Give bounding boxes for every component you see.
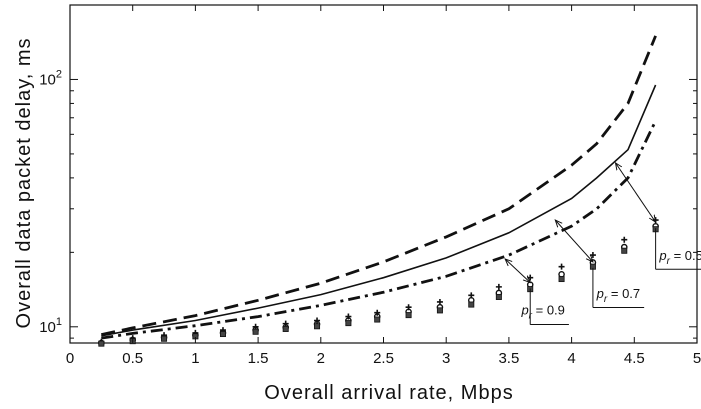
marker-cross bbox=[652, 217, 659, 224]
marker-cross bbox=[282, 320, 289, 327]
x-axis-label: Overall arrival rate, Mbps bbox=[264, 382, 513, 404]
annotation-label: pr = 0.5 bbox=[658, 248, 701, 267]
x-tick-label: 2.5 bbox=[373, 350, 394, 367]
x-tick-label: 4.5 bbox=[624, 350, 645, 367]
marker-square bbox=[436, 307, 443, 314]
x-tick-label: 5 bbox=[693, 350, 701, 367]
x-tick-label: 0.5 bbox=[122, 350, 143, 367]
x-tick-label: 1 bbox=[191, 350, 199, 367]
marker-cross bbox=[589, 252, 596, 259]
marker-square bbox=[282, 325, 289, 332]
y-axis-label: Overall data packet delay, ms bbox=[13, 38, 35, 329]
annotation-layer: pr = 0.5 pr = 0.7 pr = 0.9 bbox=[505, 163, 701, 326]
marker-cross bbox=[527, 274, 534, 281]
x-tick-label: 0 bbox=[66, 350, 74, 367]
marker-square bbox=[621, 247, 628, 254]
marker-square bbox=[219, 331, 226, 338]
series-line-dashdot bbox=[101, 120, 657, 340]
marker-square bbox=[252, 328, 259, 335]
marker-square bbox=[345, 320, 352, 327]
tick-layer: 0 0.5 1 1.5 2 2.5 3 3.5 4 4.5 5 101 102 bbox=[39, 4, 701, 367]
x-tick-label: 3 bbox=[442, 350, 450, 367]
marker-cross bbox=[314, 317, 321, 324]
x-tick-label: 3.5 bbox=[498, 350, 519, 367]
marker-square bbox=[405, 312, 412, 319]
marker-square bbox=[161, 335, 168, 342]
annotation-arrow bbox=[615, 163, 655, 222]
x-tick-label: 1.5 bbox=[248, 350, 269, 367]
y-tick-label: 101 bbox=[39, 316, 62, 336]
series-line-dashed bbox=[101, 35, 657, 336]
marker-cross bbox=[374, 309, 381, 316]
marker-square bbox=[374, 316, 381, 323]
series-layer bbox=[101, 35, 657, 340]
y-tick-label: 102 bbox=[39, 68, 62, 88]
marker-cross bbox=[495, 283, 502, 290]
marker-square bbox=[314, 323, 321, 330]
annotation-arrow bbox=[505, 259, 530, 283]
x-tick-label: 4 bbox=[567, 350, 575, 367]
marker-square bbox=[98, 340, 105, 347]
series-line-solid bbox=[101, 84, 657, 337]
annotation-label: pr = 0.7 bbox=[596, 286, 640, 305]
marker-square bbox=[558, 276, 565, 283]
x-tick-label: 2 bbox=[317, 350, 325, 367]
marker-square bbox=[468, 301, 475, 308]
marker-cross bbox=[558, 263, 565, 270]
annotation-label: pr = 0.9 bbox=[520, 303, 564, 322]
marker-cross bbox=[621, 236, 628, 243]
annotation-arrow bbox=[555, 220, 593, 262]
marker-square bbox=[495, 293, 502, 300]
